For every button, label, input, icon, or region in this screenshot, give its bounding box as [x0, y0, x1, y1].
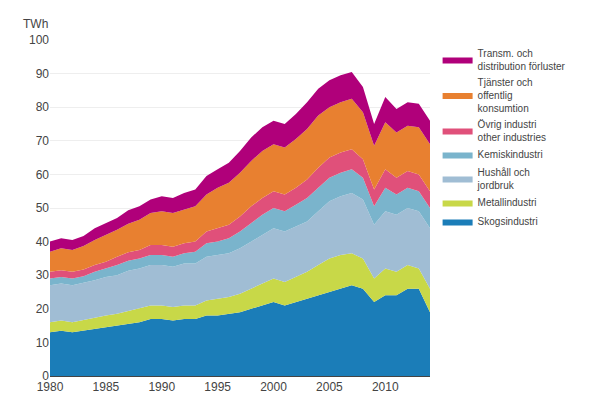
svg-text:TWh: TWh	[23, 17, 48, 31]
svg-text:Tjänster ochoffentligkonsumtio: Tjänster ochoffentligkonsumtion	[478, 77, 533, 114]
svg-text:20: 20	[36, 302, 50, 316]
svg-text:Skogsindustri: Skogsindustri	[478, 216, 538, 227]
svg-text:2000: 2000	[260, 380, 287, 394]
svg-text:Hushåll ochjordbruk: Hushåll ochjordbruk	[477, 167, 530, 191]
svg-text:30: 30	[36, 268, 50, 282]
svg-text:Transm. ochdistribution förlus: Transm. ochdistribution förluster	[478, 48, 566, 72]
svg-text:100: 100	[29, 33, 49, 47]
svg-text:Metallindustri: Metallindustri	[478, 197, 537, 208]
svg-text:40: 40	[36, 235, 50, 249]
svg-text:1980: 1980	[37, 380, 64, 394]
svg-text:1990: 1990	[148, 380, 175, 394]
svg-text:2005: 2005	[316, 380, 343, 394]
svg-text:1985: 1985	[93, 380, 120, 394]
svg-text:10: 10	[36, 336, 50, 350]
svg-text:50: 50	[36, 201, 50, 215]
svg-text:80: 80	[36, 100, 50, 114]
svg-text:60: 60	[36, 168, 50, 182]
svg-text:90: 90	[36, 67, 50, 81]
svg-text:2010: 2010	[372, 380, 399, 394]
svg-text:1995: 1995	[204, 380, 231, 394]
svg-text:Kemiskindustri: Kemiskindustri	[478, 149, 543, 160]
svg-text:70: 70	[36, 134, 50, 148]
svg-text:Övrig industriother industries: Övrig industriother industries	[478, 119, 546, 143]
svg-text:0: 0	[42, 369, 49, 383]
